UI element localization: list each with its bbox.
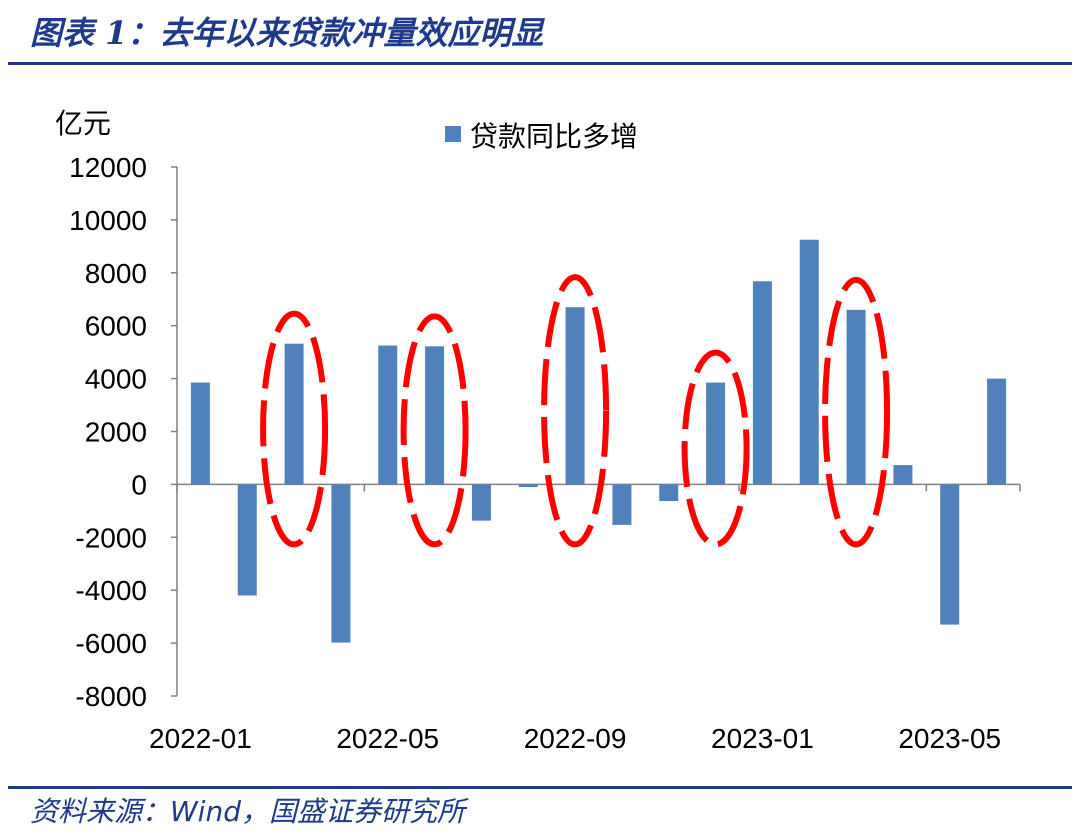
y-tick-label: 4000 — [85, 364, 147, 395]
y-tick-label: 0 — [131, 469, 147, 500]
y-tick-label: -6000 — [75, 628, 147, 659]
legend-swatch — [445, 126, 461, 142]
y-tick-label: 8000 — [85, 258, 147, 289]
bar-2023-02 — [799, 239, 819, 485]
bar-2023-03 — [846, 309, 866, 485]
y-tick-label: -4000 — [75, 575, 147, 606]
y-tick-label: 10000 — [69, 205, 147, 236]
highlight-ellipse-2022-06 — [400, 313, 469, 548]
highlight-ellipse-2022-03 — [260, 310, 329, 548]
x-tick-label: 2022-05 — [336, 723, 439, 754]
bar-2022-01 — [190, 382, 210, 485]
chart-title: 图表 1：去年以来贷款冲量效应明显 — [30, 14, 544, 52]
bar-2022-11 — [659, 484, 679, 502]
x-axis: 2022-01 2022-05 2022-09 2023-01 2023-05 — [149, 483, 1021, 754]
x-tick-label: 2022-09 — [524, 723, 627, 754]
bar-2022-10 — [612, 484, 632, 525]
bar-series — [190, 239, 1007, 643]
bar-2022-07 — [471, 484, 491, 521]
bar-2023-04 — [893, 465, 913, 485]
bar-2023-05 — [940, 484, 960, 625]
x-tick-label: 2022-01 — [149, 723, 252, 754]
bar-2022-08 — [518, 484, 538, 488]
bar-2022-05 — [378, 345, 398, 485]
bar-2023-01 — [752, 281, 772, 485]
bottom-divider — [8, 786, 1072, 789]
highlight-ellipses — [260, 274, 891, 548]
legend: 贷款同比多增 — [445, 120, 638, 153]
y-tick-label: 6000 — [85, 311, 147, 342]
bar-2022-03 — [284, 343, 304, 485]
y-unit-label: 亿元 — [55, 107, 111, 140]
highlight-ellipse-2022-09 — [541, 274, 610, 548]
y-tick-label: -8000 — [75, 681, 147, 712]
bar-2023-06 — [987, 378, 1007, 485]
bar-2022-04 — [331, 484, 351, 643]
bar-2022-02 — [237, 484, 257, 596]
source-note: 资料来源：Wind，国盛证券研究所 — [30, 795, 465, 828]
bar-2022-12 — [706, 382, 726, 485]
bar-2022-06 — [425, 346, 445, 485]
legend-label: 贷款同比多增 — [470, 120, 638, 153]
y-tick-label: -2000 — [75, 522, 147, 553]
bar-2022-09 — [565, 307, 585, 485]
x-tick-label: 2023-01 — [711, 723, 814, 754]
highlight-ellipse-2022-12 — [681, 349, 750, 548]
x-tick-label: 2023-05 — [898, 723, 1001, 754]
top-divider — [8, 62, 1072, 65]
y-tick-label: 2000 — [85, 417, 147, 448]
y-tick-label: 12000 — [69, 152, 147, 183]
highlight-ellipse-2023-03 — [822, 276, 891, 548]
y-axis: 12000 10000 8000 6000 4000 2000 0 -2000 -4000 -60… — [69, 152, 178, 712]
